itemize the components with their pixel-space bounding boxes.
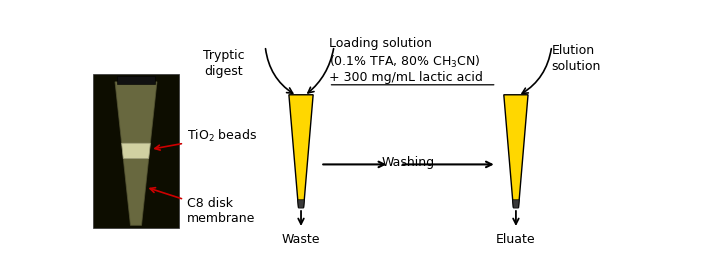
Text: Loading solution: Loading solution (328, 36, 432, 50)
Polygon shape (122, 143, 150, 158)
Polygon shape (115, 82, 157, 225)
Text: C8 disk
membrane: C8 disk membrane (150, 188, 255, 225)
Polygon shape (298, 200, 304, 208)
Polygon shape (504, 95, 528, 207)
Polygon shape (513, 200, 519, 208)
Text: (0.1% TFA, 80% CH$_3$CN): (0.1% TFA, 80% CH$_3$CN) (328, 54, 481, 70)
Text: Tryptic
digest: Tryptic digest (203, 49, 245, 78)
Text: TiO$_2$ beads: TiO$_2$ beads (155, 128, 257, 150)
Text: Elution
solution: Elution solution (552, 44, 601, 73)
Text: + 300 mg/mL lactic acid: + 300 mg/mL lactic acid (328, 71, 483, 84)
Text: Washing: Washing (382, 156, 435, 169)
Text: Waste: Waste (282, 233, 320, 246)
Polygon shape (289, 95, 313, 207)
Bar (117, 76, 155, 84)
Bar (93, 74, 178, 228)
Text: Eluate: Eluate (496, 233, 535, 246)
